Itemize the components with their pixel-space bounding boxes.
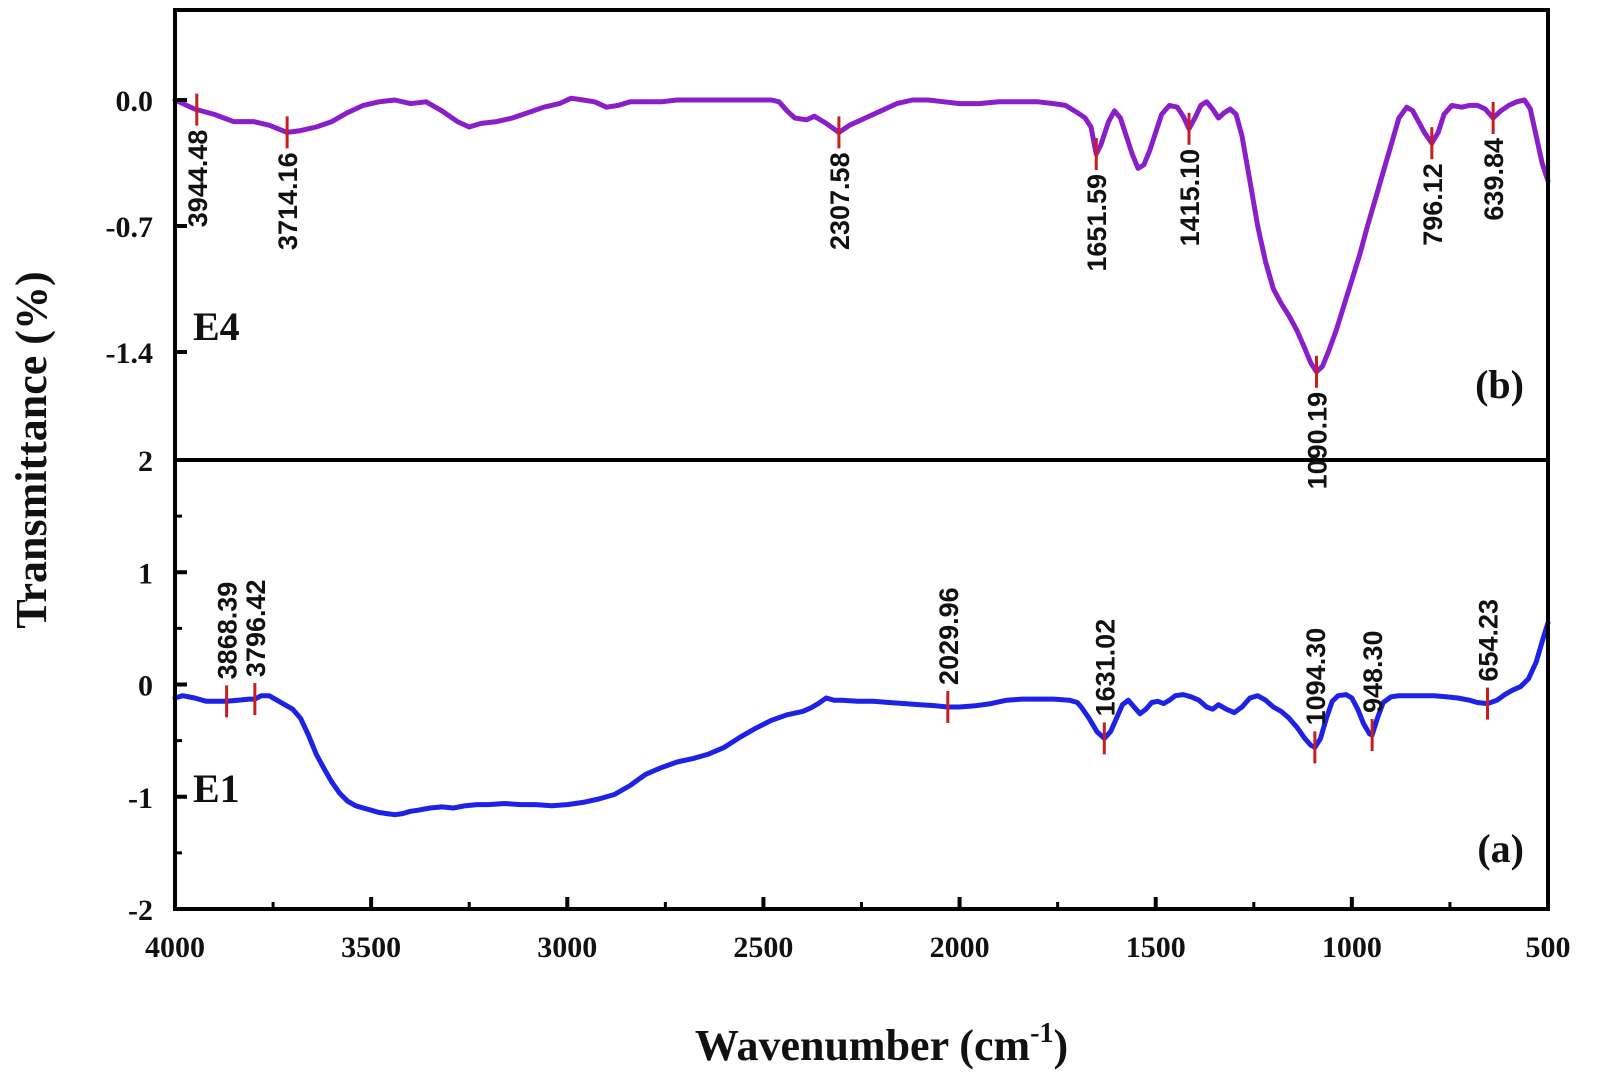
peak-label: 3796.42 [241,579,271,677]
peak-label: 1415.10 [1175,149,1205,247]
peak-label: 1651.59 [1082,174,1112,272]
y-tick-label: -2 [128,894,153,927]
panel-frame-layer [173,8,1550,911]
peak-label: 1631.02 [1090,619,1120,717]
peak-label: 639.84 [1479,138,1509,221]
sample-label-a: E1 [193,766,240,811]
x-axis-title: Wavenumber (cm-1) [695,1018,1068,1070]
peak-label: 796.12 [1418,163,1448,246]
label-layer: 3944.48 3714.16 2307.58 1651.59 1415.10 1090.… [7,85,1571,1070]
peak-label: 2307.58 [825,152,855,250]
x-tick-label: 3000 [537,931,597,964]
x-tick-label: 1000 [1322,931,1382,964]
x-tick-label: 3500 [341,931,401,964]
peak-label: 654.23 [1473,599,1503,682]
x-tick-label: 2500 [733,931,793,964]
spectrum-layer [172,95,1551,818]
peak-label: 2029.96 [934,587,964,685]
peak-label: 948.30 [1358,630,1388,713]
peak-label: 1094.30 [1301,628,1331,726]
y-tick-label: 2 [138,445,153,478]
panel-label-b: (b) [1475,362,1524,407]
peak-marker-layer [195,93,1495,764]
y-axis-title: Transmittance (%) [7,271,56,628]
y-tick-label: 0.0 [116,85,154,118]
peak-label: 3944.48 [183,130,213,228]
panel-frame-b [173,8,1550,462]
y-tick-label: -1.4 [106,337,154,370]
spectrum-line-a [172,620,1551,818]
peak-label: 3714.16 [273,152,303,250]
tick-layer [173,98,1550,911]
sample-label-b: E4 [193,304,240,349]
panel-label-a: (a) [1477,826,1524,871]
x-tick-label: 1500 [1126,931,1186,964]
y-tick-label: 1 [138,557,153,590]
spectrum-line-b [172,95,1551,375]
x-tick-label: 2000 [930,931,990,964]
x-tick-label: 500 [1526,931,1571,964]
y-tick-label: -0.7 [106,211,154,244]
panel-frame-a [173,458,1550,911]
peak-label: 3868.39 [213,582,243,680]
y-tick-label: -1 [128,782,153,815]
y-tick-label: 0 [138,670,153,703]
peak-label: 1090.19 [1302,392,1332,490]
x-tick-label: 4000 [145,931,205,964]
